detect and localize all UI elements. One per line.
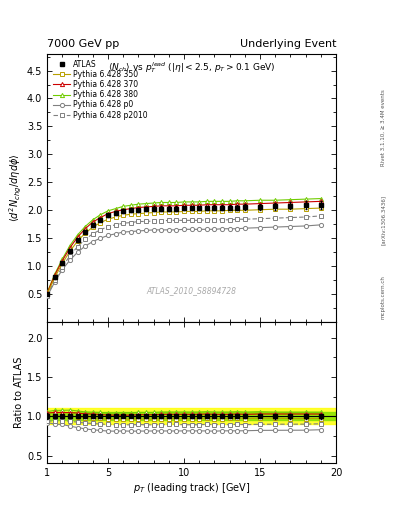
Text: ATLAS_2010_S8894728: ATLAS_2010_S8894728 (147, 286, 237, 295)
Legend: ATLAS, Pythia 6.428 350, Pythia 6.428 370, Pythia 6.428 380, Pythia 6.428 p0, Py: ATLAS, Pythia 6.428 350, Pythia 6.428 37… (51, 57, 150, 122)
Text: 7000 GeV pp: 7000 GeV pp (47, 38, 119, 49)
Text: mcplots.cern.ch: mcplots.cern.ch (381, 275, 386, 319)
Y-axis label: Ratio to ATLAS: Ratio to ATLAS (14, 357, 24, 429)
Text: Rivet 3.1.10, ≥ 3.4M events: Rivet 3.1.10, ≥ 3.4M events (381, 90, 386, 166)
Text: $\langle N_{ch}\rangle$ vs $p_T^{lead}$ ($|\eta| < 2.5$, $p_T > 0.1$ GeV): $\langle N_{ch}\rangle$ vs $p_T^{lead}$ … (108, 60, 275, 75)
Text: Underlying Event: Underlying Event (239, 38, 336, 49)
Text: [arXiv:1306.3436]: [arXiv:1306.3436] (381, 195, 386, 245)
Y-axis label: $\langle d^2 N_{chg}/d\eta d\phi \rangle$: $\langle d^2 N_{chg}/d\eta d\phi \rangle… (8, 154, 24, 222)
X-axis label: $p_T$ (leading track) [GeV]: $p_T$ (leading track) [GeV] (133, 481, 250, 495)
